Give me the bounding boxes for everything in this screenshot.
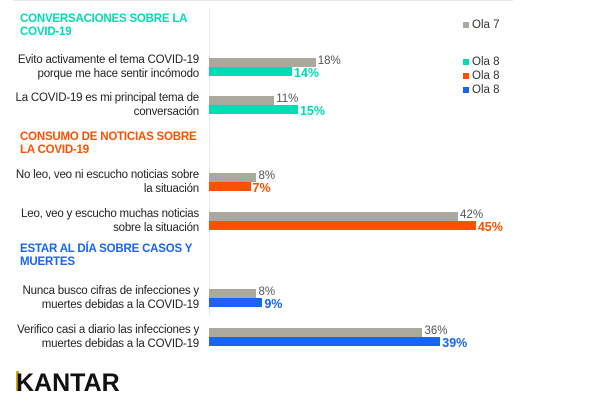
legend-label: Ola 8 xyxy=(472,56,500,68)
category-label: La COVID-19 es mi principal tema de conve… xyxy=(0,91,200,119)
category-label-line: sobre la situación xyxy=(113,222,199,234)
category-label: Evito activamente el tema COVID-19 porque… xyxy=(0,53,199,81)
category-label-line: No leo, veo ni escucho noticias sobre xyxy=(15,169,199,181)
category-label-line: muertes debidas a la COVID-19 xyxy=(41,299,199,311)
section-title: CONVERSACIONES SOBRE LA COVID-19 xyxy=(20,13,187,38)
category-label-line: Nunca busco cifras de infecciones y xyxy=(22,285,200,297)
value-label-ola7: 36% xyxy=(424,325,448,337)
category-label: No leo, veo ni escucho noticias sobre la … xyxy=(0,168,199,196)
legend-item: Ola 8 xyxy=(463,56,500,68)
bar-ola7 xyxy=(209,212,459,221)
axis-line xyxy=(209,8,210,158)
legend-item: Ola 8 xyxy=(463,70,500,82)
bar-ola7 xyxy=(209,328,423,337)
category-label-line: Verifico casi a diario las infecciones y xyxy=(17,324,199,336)
logo-accent xyxy=(16,371,19,391)
category-label: Leo, veo y escucho muchas noticias sobre … xyxy=(0,207,199,235)
bar-ola8 xyxy=(209,337,441,346)
category-label-line: Leo, veo y escucho muchas noticias xyxy=(21,208,199,220)
category-label-line: porque me hace sentir incómodo xyxy=(37,68,200,80)
value-label-ola8: 9% xyxy=(264,297,283,311)
category-label-line: la situación xyxy=(143,183,199,195)
value-label-ola7: 8% xyxy=(258,286,276,298)
value-label-ola8: 15% xyxy=(299,104,325,118)
value-label-ola8: 7% xyxy=(252,181,271,195)
bar-ola8 xyxy=(209,67,293,76)
category-label-line: muertes debidas a la COVID-19 xyxy=(41,338,199,350)
value-label-ola8: 39% xyxy=(442,336,468,350)
bar-ola7 xyxy=(209,289,257,298)
category-label-line: La COVID-19 es mi principal tema de xyxy=(15,92,200,104)
category-label-line: Evito activamente el tema COVID-19 xyxy=(17,54,199,66)
bar-ola8 xyxy=(209,182,251,191)
bar-ola8 xyxy=(209,221,476,230)
top-divider xyxy=(13,0,513,1)
legend-label: Ola 8 xyxy=(472,84,500,96)
value-label-ola8: 14% xyxy=(294,66,320,80)
legend-label: Ola 8 xyxy=(472,70,500,82)
value-label-ola7: 11% xyxy=(276,93,299,105)
legend-swatch xyxy=(463,59,469,65)
bar-ola8 xyxy=(209,298,263,307)
legend-swatch xyxy=(463,87,469,93)
legend-label: Ola 7 xyxy=(472,19,500,31)
legend-swatch xyxy=(463,73,469,79)
value-label-ola7: 8% xyxy=(258,170,276,182)
value-label-ola7: 42% xyxy=(460,209,484,221)
legend-item: Ola 8 xyxy=(463,84,500,96)
category-label: Nunca busco cifras de infecciones y muert… xyxy=(0,284,200,312)
category-label-line: conversación xyxy=(133,106,200,118)
bar-ola7 xyxy=(209,96,275,105)
legend-swatch xyxy=(463,22,469,28)
category-label: Verifico casi a diario las infecciones y… xyxy=(0,323,199,351)
legend-item: Ola 7 xyxy=(463,19,500,31)
bar-ola8 xyxy=(209,105,298,114)
bar-ola7 xyxy=(209,173,257,182)
value-label-ola7: 18% xyxy=(317,55,341,67)
kantar-logo: KANTAR xyxy=(16,369,120,397)
section-title: ESTAR AL DÍA SOBRE CASOS Y MUERTES xyxy=(20,243,193,268)
value-label-ola8: 45% xyxy=(477,220,503,234)
axis-line xyxy=(209,158,210,316)
bar-ola7 xyxy=(209,58,316,67)
section-title: CONSUMO DE NOTICIAS SOBRE LA COVID-19 xyxy=(20,131,197,156)
